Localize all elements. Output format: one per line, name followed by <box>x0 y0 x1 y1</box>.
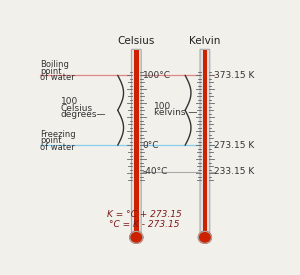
Circle shape <box>130 231 143 243</box>
Text: 100: 100 <box>154 101 171 111</box>
Text: Kelvin: Kelvin <box>189 37 220 46</box>
Text: of water: of water <box>40 73 75 82</box>
Text: 100°C: 100°C <box>143 71 171 80</box>
Text: kelvins —: kelvins — <box>154 108 197 117</box>
Text: of water: of water <box>40 143 75 152</box>
Text: -40°C: -40°C <box>143 167 168 176</box>
Text: degrees—: degrees— <box>61 110 106 119</box>
Text: Celsius: Celsius <box>118 37 155 46</box>
Text: 100: 100 <box>61 97 78 106</box>
Text: °C = K - 273.15: °C = K - 273.15 <box>109 220 180 229</box>
Text: K = °C + 273.15: K = °C + 273.15 <box>107 210 182 219</box>
Text: 273.15 K: 273.15 K <box>214 141 254 150</box>
Text: 0°C: 0°C <box>143 141 159 150</box>
Text: Celsius: Celsius <box>61 104 93 113</box>
FancyBboxPatch shape <box>131 49 141 235</box>
Bar <box>202 50 207 235</box>
Text: 373.15 K: 373.15 K <box>214 71 254 80</box>
FancyBboxPatch shape <box>200 49 210 235</box>
Bar <box>134 50 139 235</box>
Text: point: point <box>40 67 61 76</box>
Text: 233.15 K: 233.15 K <box>214 167 254 176</box>
Text: point: point <box>40 136 61 145</box>
Text: Freezing: Freezing <box>40 130 76 139</box>
Circle shape <box>198 231 212 243</box>
Text: Boiling: Boiling <box>40 60 69 69</box>
